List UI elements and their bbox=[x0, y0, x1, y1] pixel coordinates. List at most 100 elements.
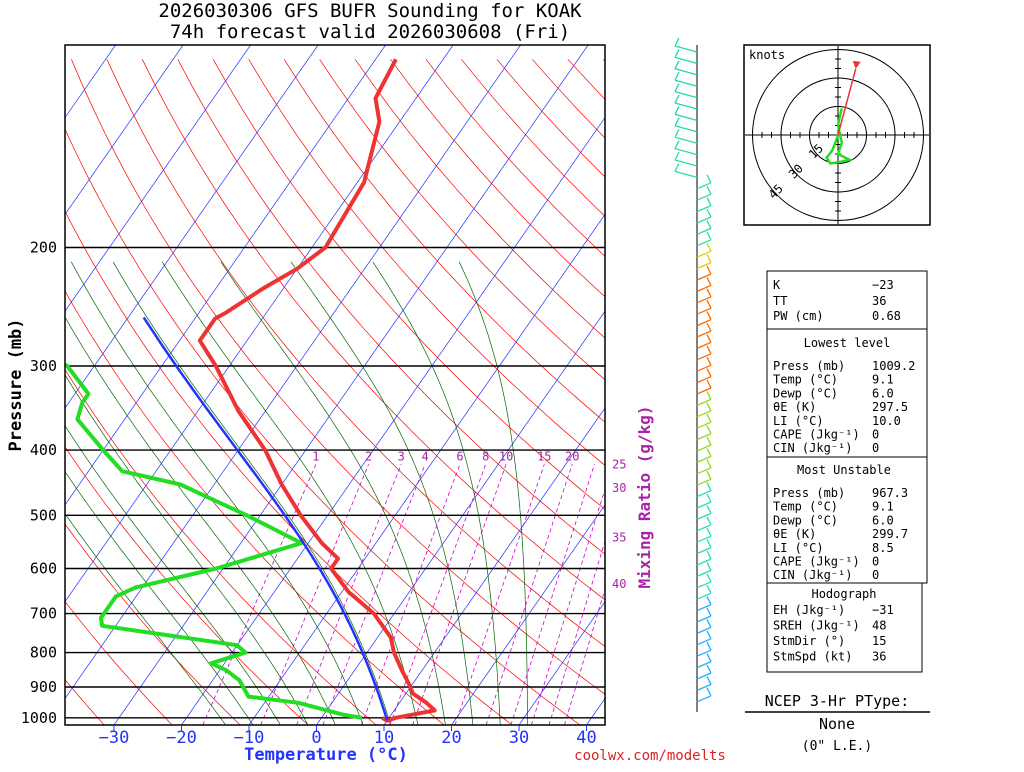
wind-barb-flag bbox=[675, 152, 679, 160]
stat-value: 10.0 bbox=[872, 414, 901, 428]
stat-label: SREH (Jkg⁻¹) bbox=[773, 619, 860, 633]
wind-barb-flag bbox=[707, 369, 711, 377]
wind-barb bbox=[697, 320, 711, 326]
wind-barb-flag bbox=[707, 437, 711, 445]
x-tick-label: 30 bbox=[509, 728, 529, 748]
wind-barb bbox=[697, 263, 711, 269]
wind-barb bbox=[697, 650, 711, 656]
tt-value: 36 bbox=[872, 294, 886, 308]
pressure-tick-label: 600 bbox=[30, 560, 57, 578]
pw-label: PW (cm) bbox=[773, 309, 824, 323]
isotherm bbox=[0, 45, 183, 725]
tt-label: TT bbox=[773, 294, 787, 308]
wind-barb bbox=[697, 502, 711, 508]
moist-adiabat bbox=[113, 262, 390, 725]
stat-value: 0 bbox=[872, 555, 879, 569]
wind-barb bbox=[697, 331, 711, 337]
hodograph-units: knots bbox=[749, 48, 785, 62]
stat-value: 8.5 bbox=[872, 541, 894, 555]
stat-label: Press (mb) bbox=[773, 486, 845, 500]
moist-adiabat bbox=[291, 262, 473, 725]
dry-adiabat bbox=[0, 59, 444, 725]
wind-barb-flag bbox=[707, 608, 711, 616]
wind-barb-flag bbox=[707, 448, 711, 456]
wind-barb bbox=[697, 422, 711, 428]
dry-adiabat bbox=[0, 59, 240, 725]
wind-barb-flag bbox=[707, 357, 711, 365]
wind-barb-flag bbox=[707, 186, 711, 194]
stat-value: 6.0 bbox=[872, 513, 894, 527]
footer-credit: coolwx.com/modelts bbox=[574, 748, 726, 764]
wind-barb-flag bbox=[675, 49, 679, 57]
dry-adiabat bbox=[1, 59, 513, 725]
stat-label: CAPE (Jkg⁻¹) bbox=[773, 555, 860, 569]
mixing-ratio-label: 15 bbox=[537, 449, 551, 463]
wind-barb-flag bbox=[707, 562, 711, 570]
wind-barb-flag bbox=[707, 597, 711, 605]
wind-barb-flag bbox=[707, 654, 711, 662]
stat-value: 9.1 bbox=[872, 500, 894, 514]
pressure-tick-label: 300 bbox=[30, 357, 57, 375]
wind-barb-flag bbox=[707, 289, 711, 297]
dry-adiabat bbox=[71, 59, 648, 725]
mixing-ratio-side-label: 25 bbox=[612, 457, 626, 471]
stat-value: 9.1 bbox=[872, 373, 894, 387]
wind-barb bbox=[697, 513, 711, 519]
wind-barb-flag bbox=[707, 631, 711, 639]
pressure-tick-label: 800 bbox=[30, 644, 57, 662]
wind-barb-flag bbox=[675, 38, 679, 46]
stat-label: θE (K) bbox=[773, 400, 816, 414]
k-label: K bbox=[773, 278, 781, 292]
mixing-ratio-label: 6 bbox=[456, 449, 463, 463]
chart-title-line2: 74h forecast valid 2026030608 (Fri) bbox=[170, 21, 570, 43]
dry-adiabat bbox=[0, 59, 376, 725]
wind-barb-flag bbox=[707, 688, 711, 696]
wind-barb bbox=[697, 274, 711, 280]
wind-barb-flag bbox=[675, 118, 679, 126]
wind-barb bbox=[697, 491, 711, 497]
wind-barb-flag bbox=[707, 574, 711, 582]
wind-barb bbox=[697, 399, 711, 405]
y-axis-label: Pressure (mb) bbox=[6, 318, 26, 451]
isotherm bbox=[249, 45, 723, 725]
pressure-tick-label: 400 bbox=[30, 441, 57, 459]
isotherm bbox=[317, 45, 791, 725]
wind-barb bbox=[697, 434, 711, 440]
wind-barb bbox=[697, 570, 711, 576]
wind-barb-flag bbox=[707, 665, 711, 673]
stat-label: LI (°C) bbox=[773, 414, 824, 428]
wind-barb-flag bbox=[707, 277, 711, 285]
wind-barb bbox=[697, 206, 711, 212]
wind-barb bbox=[697, 605, 711, 611]
plot-frame bbox=[65, 45, 605, 725]
wind-barb-flag bbox=[707, 380, 711, 388]
stat-value: 1009.2 bbox=[872, 359, 915, 373]
stat-label: CIN (Jkg⁻¹) bbox=[773, 441, 852, 455]
wind-barb-flag bbox=[707, 414, 711, 422]
wind-barb-flag bbox=[707, 528, 711, 536]
dry-adiabat bbox=[36, 59, 580, 725]
wind-barb-flag bbox=[707, 642, 711, 650]
x-axis-label: Temperature (°C) bbox=[244, 745, 408, 765]
wind-barb-flag bbox=[675, 106, 679, 114]
wind-barb bbox=[697, 696, 711, 702]
wind-barb-flag bbox=[707, 517, 711, 525]
mixing-ratio-line bbox=[486, 464, 572, 725]
stat-value: 15 bbox=[872, 634, 886, 648]
mixing-ratio-label: 10 bbox=[499, 449, 513, 463]
wind-barb bbox=[697, 673, 711, 679]
wind-barb bbox=[675, 171, 697, 177]
wind-barb bbox=[697, 354, 711, 360]
indices-box: K −23 TT 36 PW (cm) 0.68 bbox=[767, 271, 927, 329]
wind-barb-flag bbox=[707, 619, 711, 627]
wind-barb bbox=[697, 548, 711, 554]
wind-barb bbox=[697, 308, 711, 314]
wind-barb-flag bbox=[675, 163, 679, 171]
stat-label: StmSpd (kt) bbox=[773, 650, 852, 664]
pressure-tick-label: 900 bbox=[30, 678, 57, 696]
